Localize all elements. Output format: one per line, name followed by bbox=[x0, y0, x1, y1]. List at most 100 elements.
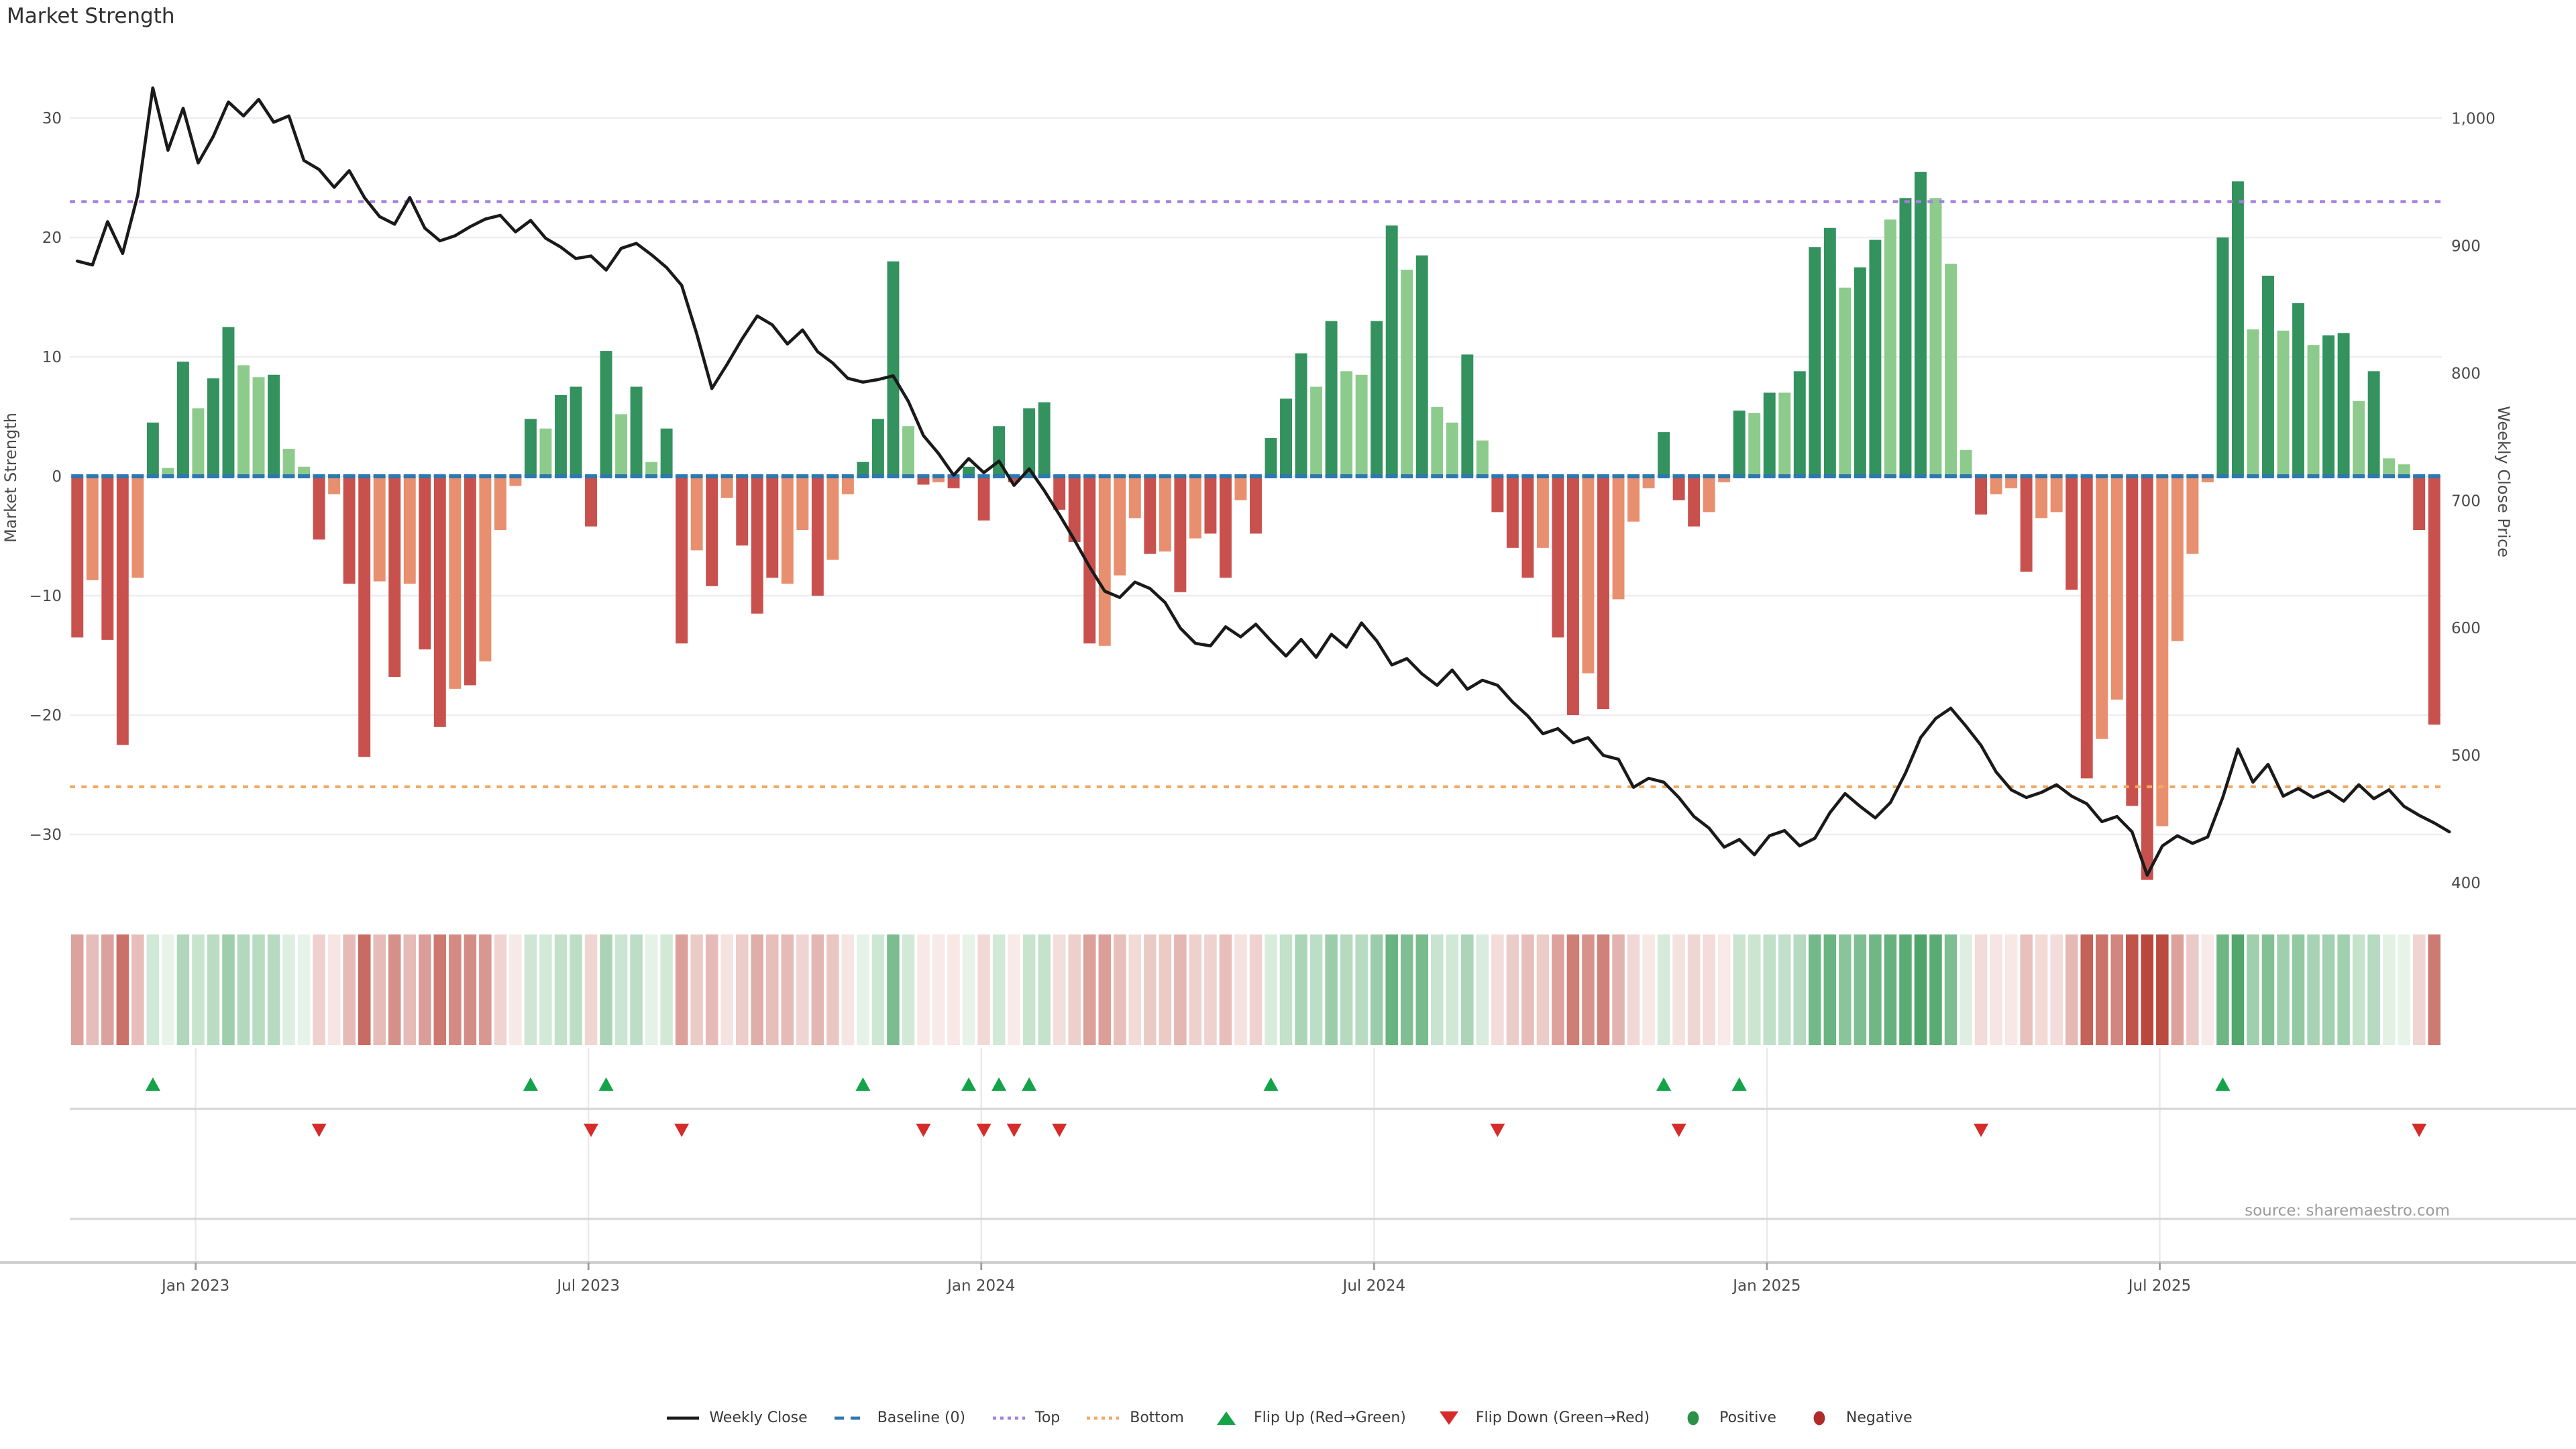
heatmap-cell bbox=[1944, 934, 1957, 1045]
strength-bar bbox=[192, 408, 205, 476]
strength-bar bbox=[645, 462, 658, 476]
flip-down-marker-icon bbox=[1490, 1124, 1505, 1137]
heatmap-cell bbox=[2292, 934, 2305, 1045]
strength-bar bbox=[1642, 476, 1655, 488]
flip-up-marker-icon bbox=[961, 1077, 977, 1091]
strength-bar bbox=[86, 476, 99, 580]
strength-bar bbox=[1718, 476, 1731, 482]
flip-up-marker-icon bbox=[598, 1077, 614, 1091]
heatmap-cell bbox=[252, 934, 265, 1045]
heatmap-cell bbox=[1778, 934, 1791, 1045]
right-axis-tick-label: 400 bbox=[2451, 875, 2481, 892]
heatmap-cell bbox=[1325, 934, 1338, 1045]
strength-bar bbox=[116, 476, 129, 745]
heatmap-cell bbox=[1174, 934, 1187, 1045]
strength-bar bbox=[1008, 476, 1020, 482]
strength-bar bbox=[449, 476, 462, 689]
heatmap-cell bbox=[2428, 934, 2440, 1045]
heatmap-cell bbox=[871, 934, 885, 1045]
heatmap-cell bbox=[101, 934, 114, 1045]
strength-bar bbox=[358, 476, 371, 757]
strength-bar bbox=[2126, 476, 2139, 806]
strength-bar bbox=[1083, 476, 1096, 644]
strength-bar bbox=[1627, 476, 1640, 522]
strength-bar bbox=[1552, 476, 1564, 638]
heatmap-cell bbox=[2231, 934, 2245, 1045]
heatmap-cell bbox=[1657, 934, 1670, 1045]
heatmap-cell bbox=[373, 934, 386, 1045]
legend-item-label: Negative bbox=[1845, 1409, 1913, 1426]
heatmap-cell bbox=[1340, 934, 1353, 1045]
x-axis-tick-label: Jan 2024 bbox=[946, 1277, 1015, 1295]
dots-legend-icon bbox=[992, 1415, 1025, 1419]
flip-down-marker-icon bbox=[976, 1124, 991, 1137]
strength-bar bbox=[1945, 264, 1957, 476]
heatmap-cell bbox=[1446, 934, 1459, 1045]
strength-bar bbox=[207, 378, 219, 476]
heatmap-cell bbox=[1990, 934, 2002, 1045]
heatmap-cell bbox=[2277, 934, 2290, 1045]
strength-bar bbox=[1506, 476, 1519, 548]
strength-bar bbox=[1990, 476, 2002, 494]
heatmap-cell bbox=[1869, 934, 1882, 1045]
strength-bar bbox=[1960, 449, 1972, 476]
heatmap-cell bbox=[1370, 934, 1383, 1045]
heatmap-cell bbox=[1763, 934, 1776, 1045]
right-axis-tick-label: 1,000 bbox=[2451, 111, 2496, 128]
strength-bar bbox=[464, 476, 476, 686]
heatmap-cell bbox=[554, 934, 568, 1045]
strength-bar bbox=[2156, 476, 2169, 826]
left-axis-tick-label: 0 bbox=[52, 468, 62, 486]
heatmap-cell bbox=[614, 934, 628, 1045]
circle-legend-icon bbox=[1686, 1410, 1699, 1425]
heatmap-cell bbox=[192, 934, 205, 1045]
strength-bar bbox=[1038, 402, 1051, 476]
heatmap-cell bbox=[977, 934, 990, 1045]
strength-bar bbox=[615, 414, 628, 476]
strength-bar bbox=[1340, 371, 1353, 476]
strength-bar bbox=[1915, 172, 1927, 476]
strength-bar bbox=[963, 466, 975, 476]
heatmap-cell bbox=[2065, 934, 2078, 1045]
heatmap-cell bbox=[1642, 934, 1655, 1045]
strength-bar bbox=[2201, 476, 2214, 482]
strength-bar bbox=[1658, 432, 1670, 476]
heatmap-cell bbox=[811, 934, 824, 1045]
legend-item-label: Top bbox=[1035, 1409, 1061, 1426]
heatmap-cell bbox=[1295, 934, 1307, 1045]
heatmap-cell bbox=[403, 934, 417, 1045]
heatmap-cell bbox=[2247, 934, 2259, 1045]
strength-bar bbox=[539, 428, 552, 476]
strength-bar bbox=[736, 476, 749, 546]
heatmap-cell bbox=[1144, 934, 1157, 1045]
heatmap-cell bbox=[735, 934, 749, 1045]
heatmap-cell bbox=[1809, 934, 1821, 1045]
heatmap-cell bbox=[146, 934, 160, 1045]
strength-bar bbox=[479, 476, 492, 661]
heatmap-cell bbox=[479, 934, 492, 1045]
legend-item-label: Flip Down (Green→Red) bbox=[1475, 1409, 1650, 1426]
strength-bar bbox=[237, 365, 250, 476]
strength-bar bbox=[1401, 270, 1413, 476]
heatmap-cell bbox=[449, 934, 462, 1045]
heatmap-cell bbox=[1974, 934, 1988, 1045]
heatmap-cell bbox=[282, 934, 295, 1045]
strength-bar bbox=[1899, 198, 1912, 476]
dots-legend-icon bbox=[1087, 1415, 1120, 1419]
page-title: Market Strength bbox=[7, 4, 175, 28]
strength-bar bbox=[1189, 476, 1201, 539]
left-axis-tick-label: 20 bbox=[42, 229, 62, 247]
strength-bar bbox=[176, 362, 189, 476]
strength-bar bbox=[1884, 219, 1896, 476]
x-axis-tick-label: Jan 2025 bbox=[1731, 1277, 1801, 1295]
heatmap-cell bbox=[2201, 934, 2214, 1045]
flip-up-marker-icon bbox=[1731, 1077, 1747, 1091]
heatmap-cell bbox=[494, 934, 507, 1045]
heatmap-cell bbox=[1309, 934, 1323, 1045]
strength-bar bbox=[1975, 476, 1988, 515]
strength-bar bbox=[1688, 476, 1701, 527]
strength-bar bbox=[282, 449, 295, 476]
strength-bar bbox=[1748, 413, 1761, 476]
heatmap-cell bbox=[2307, 934, 2320, 1045]
strength-bar bbox=[1144, 476, 1157, 554]
